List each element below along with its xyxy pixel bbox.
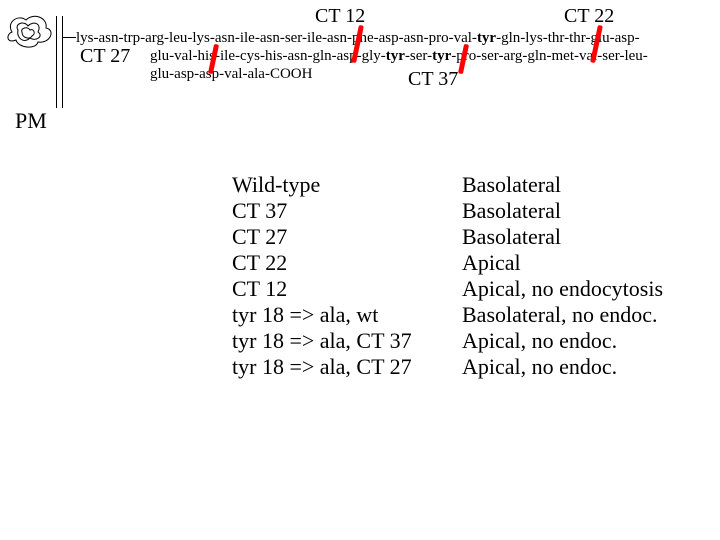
table-row: Wild-type Basolateral (232, 172, 663, 198)
seq2-part-b: -ile-cys-his-asn-gln-asp-gly- (215, 48, 386, 64)
table-cell-name: tyr 18 => ala, CT 37 (232, 328, 462, 354)
table-cell-name: CT 37 (232, 198, 462, 224)
seq2-part-d: -pro-ser-arg-gln-met-val-ser-leu- (451, 48, 648, 64)
table-cell-loc: Basolateral (462, 224, 663, 250)
table-cell-name: CT 27 (232, 224, 462, 250)
table-row: CT 37 Basolateral (232, 198, 663, 224)
seq2-part-a: glu-val-his (150, 48, 215, 64)
label-ct12: CT 12 (315, 5, 365, 28)
seq1-part-b: -phe-asp-asn-pro-val- (347, 30, 477, 46)
sequence-line-2: glu-val-his-ile-cys-his-asn-gln-asp-gly-… (150, 48, 648, 65)
connector-line (62, 37, 76, 38)
seq1-tyr: tyr (477, 30, 496, 46)
seq1-part-c: -gln-lys-thr-thr (496, 30, 585, 46)
table-cell-name: CT 12 (232, 276, 462, 302)
label-ct22: CT 22 (564, 5, 614, 28)
table-cell-loc: Apical, no endocytosis (462, 276, 663, 302)
seq1-part-a: lys-asn-trp-arg-leu-lys-asn-ile-asn-ser-… (76, 30, 347, 46)
results-table: Wild-type Basolateral CT 37 Basolateral … (232, 172, 663, 380)
seq2-part-c: -ser- (405, 48, 432, 64)
table-cell-name: tyr 18 => ala, wt (232, 302, 462, 328)
label-ct37: CT 37 (408, 68, 458, 91)
table-row: CT 27 Basolateral (232, 224, 663, 250)
table-row: CT 12 Apical, no endocytosis (232, 276, 663, 302)
seq2-tyr1: tyr (386, 48, 405, 64)
table-cell-loc: Basolateral (462, 172, 663, 198)
sequence-line-3: glu-asp-asp-val-ala-COOH (150, 66, 312, 83)
table-cell-loc: Apical, no endoc. (462, 354, 663, 380)
table-cell-loc: Apical (462, 250, 663, 276)
table-cell-loc: Apical, no endoc. (462, 328, 663, 354)
membrane-line-right (62, 16, 63, 108)
table-row: tyr 18 => ala, CT 37 Apical, no endoc. (232, 328, 663, 354)
protein-scribble-icon (4, 12, 56, 55)
seq2-tyr2: tyr (432, 48, 451, 64)
table-cell-name: CT 22 (232, 250, 462, 276)
table-row: CT 22 Apical (232, 250, 663, 276)
membrane-line-left (56, 16, 57, 108)
table-row: tyr 18 => ala, CT 27 Apical, no endoc. (232, 354, 663, 380)
table-cell-name: Wild-type (232, 172, 462, 198)
table-cell-loc: Basolateral, no endoc. (462, 302, 663, 328)
table-cell-loc: Basolateral (462, 198, 663, 224)
label-pm: PM (15, 108, 47, 134)
label-ct27: CT 27 (80, 45, 130, 68)
table-cell-name: tyr 18 => ala, CT 27 (232, 354, 462, 380)
table-row: tyr 18 => ala, wt Basolateral, no endoc. (232, 302, 663, 328)
